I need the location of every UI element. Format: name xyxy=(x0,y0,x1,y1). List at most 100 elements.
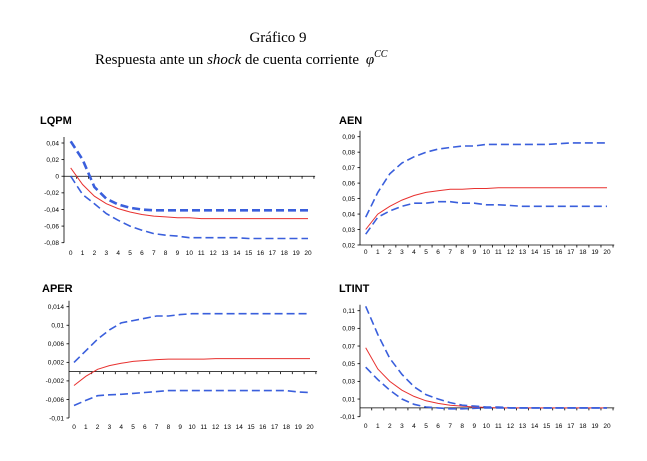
x-tick-label: 6 xyxy=(436,423,440,430)
y-tick-label: 0,05 xyxy=(342,361,355,368)
x-tick-label: 13 xyxy=(224,424,232,431)
x-tick-label: 5 xyxy=(131,424,135,431)
y-tick-label: 0,11 xyxy=(343,308,356,315)
x-tick-label: 12 xyxy=(507,249,515,256)
panel-title: AEN xyxy=(339,115,362,127)
series-central xyxy=(70,167,308,220)
subtitle-post: de cuenta corriente xyxy=(241,52,363,68)
x-tick-label: 14 xyxy=(531,423,539,430)
x-tick-label: 15 xyxy=(543,249,551,256)
series-upper xyxy=(69,140,308,212)
figure-subtitle: Respuesta ante un shock de cuenta corrie… xyxy=(95,49,388,68)
x-tick-label: 10 xyxy=(483,423,491,430)
x-tick-label: 1 xyxy=(84,424,88,431)
x-tick-label: 16 xyxy=(259,424,267,431)
panel-aper: APER 0,014 0,01 0,006 0,002 -0,002 -0,006 -0,01… xyxy=(42,283,318,431)
y-tick-label: -0,002 xyxy=(46,378,65,385)
x-tick-label: 19 xyxy=(591,249,599,256)
x-tick-label: 5 xyxy=(128,250,132,257)
y-tick-label: 0,04 xyxy=(342,211,355,218)
panel-title: APER xyxy=(42,283,73,295)
y-tick-label: 0,01 xyxy=(51,323,64,330)
y-tick-label: 0,05 xyxy=(342,196,355,203)
x-tick-label: 18 xyxy=(283,424,291,431)
x-tick-label: 1 xyxy=(376,249,380,256)
x-tick-label: 16 xyxy=(257,250,265,257)
x-tick-label: 13 xyxy=(519,423,527,430)
y-tick-label: 0,002 xyxy=(48,360,65,367)
x-tick-label: 20 xyxy=(603,249,611,256)
y-tick-label: 0,006 xyxy=(48,341,65,348)
x-tick-label: 3 xyxy=(108,424,112,431)
x-tick-label: 16 xyxy=(555,423,563,430)
x-tick-label: 18 xyxy=(579,249,587,256)
y-tick-label: 0,02 xyxy=(46,157,59,164)
y-tick-label: 0,014 xyxy=(48,304,65,311)
x-tick-label: 15 xyxy=(247,424,255,431)
x-tick-label: 0 xyxy=(69,250,73,257)
series-lower xyxy=(70,175,308,240)
x-tick-label: 7 xyxy=(155,424,159,431)
x-tick-label: 17 xyxy=(269,250,277,257)
x-tick-label: 17 xyxy=(271,424,279,431)
y-tick-label: 0,09 xyxy=(342,326,355,333)
y-tick-label: 0,06 xyxy=(342,180,355,187)
series-lower xyxy=(365,200,607,235)
x-tick-label: 14 xyxy=(531,249,539,256)
series-upper xyxy=(73,312,310,363)
x-tick-label: 12 xyxy=(507,423,515,430)
x-tick-label: 19 xyxy=(591,423,599,430)
x-tick-label: 8 xyxy=(460,423,464,430)
subtitle-pre: Respuesta ante un xyxy=(95,52,207,68)
x-tick-label: 6 xyxy=(436,249,440,256)
y-tick-label: -0,006 xyxy=(46,397,65,404)
x-tick-label: 7 xyxy=(448,249,452,256)
y-tick-label: -0,04 xyxy=(44,207,59,214)
x-tick-label: 3 xyxy=(104,250,108,257)
y-tick-label: 0,02 xyxy=(342,242,355,249)
x-tick-label: 10 xyxy=(188,424,196,431)
x-tick-label: 7 xyxy=(152,250,156,257)
y-tick-label: 0,01 xyxy=(342,396,355,403)
x-tick-label: 2 xyxy=(388,423,392,430)
series-lower xyxy=(365,366,607,410)
x-tick-label: 13 xyxy=(221,250,229,257)
y-tick-label: 0,03 xyxy=(342,227,355,234)
y-tick-label: -0,08 xyxy=(44,240,59,247)
y-tick-label: 0,04 xyxy=(46,140,59,147)
x-tick-label: 4 xyxy=(412,423,416,430)
x-tick-label: 10 xyxy=(483,249,491,256)
x-tick-label: 3 xyxy=(400,423,404,430)
y-tick-label: -0,01 xyxy=(49,415,64,422)
x-tick-label: 12 xyxy=(209,250,217,257)
panel-title: LTINT xyxy=(339,283,370,295)
x-tick-label: 19 xyxy=(293,250,301,257)
x-tick-label: 0 xyxy=(364,423,368,430)
x-tick-label: 14 xyxy=(233,250,241,257)
series-upper xyxy=(364,305,607,409)
x-tick-label: 17 xyxy=(567,423,575,430)
figure-title: Gráfico 9 xyxy=(249,30,306,46)
y-tick-label: -0,02 xyxy=(44,190,59,197)
x-tick-label: 0 xyxy=(72,424,76,431)
x-tick-label: 6 xyxy=(140,250,144,257)
x-tick-label: 8 xyxy=(167,424,171,431)
x-tick-label: 18 xyxy=(579,423,587,430)
x-tick-label: 13 xyxy=(519,249,527,256)
y-tick-label: 0,07 xyxy=(342,165,355,172)
x-tick-label: 15 xyxy=(245,250,253,257)
x-tick-label: 20 xyxy=(306,424,314,431)
subtitle-italic: shock xyxy=(207,52,241,68)
x-tick-label: 7 xyxy=(448,423,452,430)
subtitle-symbol-sup: CC xyxy=(374,49,388,60)
series-central xyxy=(73,358,310,386)
series-upper xyxy=(364,142,607,218)
y-tick-label: -0,06 xyxy=(44,223,59,230)
series-lower xyxy=(73,389,311,407)
x-tick-label: 6 xyxy=(143,424,147,431)
x-tick-label: 11 xyxy=(495,423,502,430)
x-tick-label: 9 xyxy=(472,423,476,430)
x-tick-label: 2 xyxy=(96,424,100,431)
